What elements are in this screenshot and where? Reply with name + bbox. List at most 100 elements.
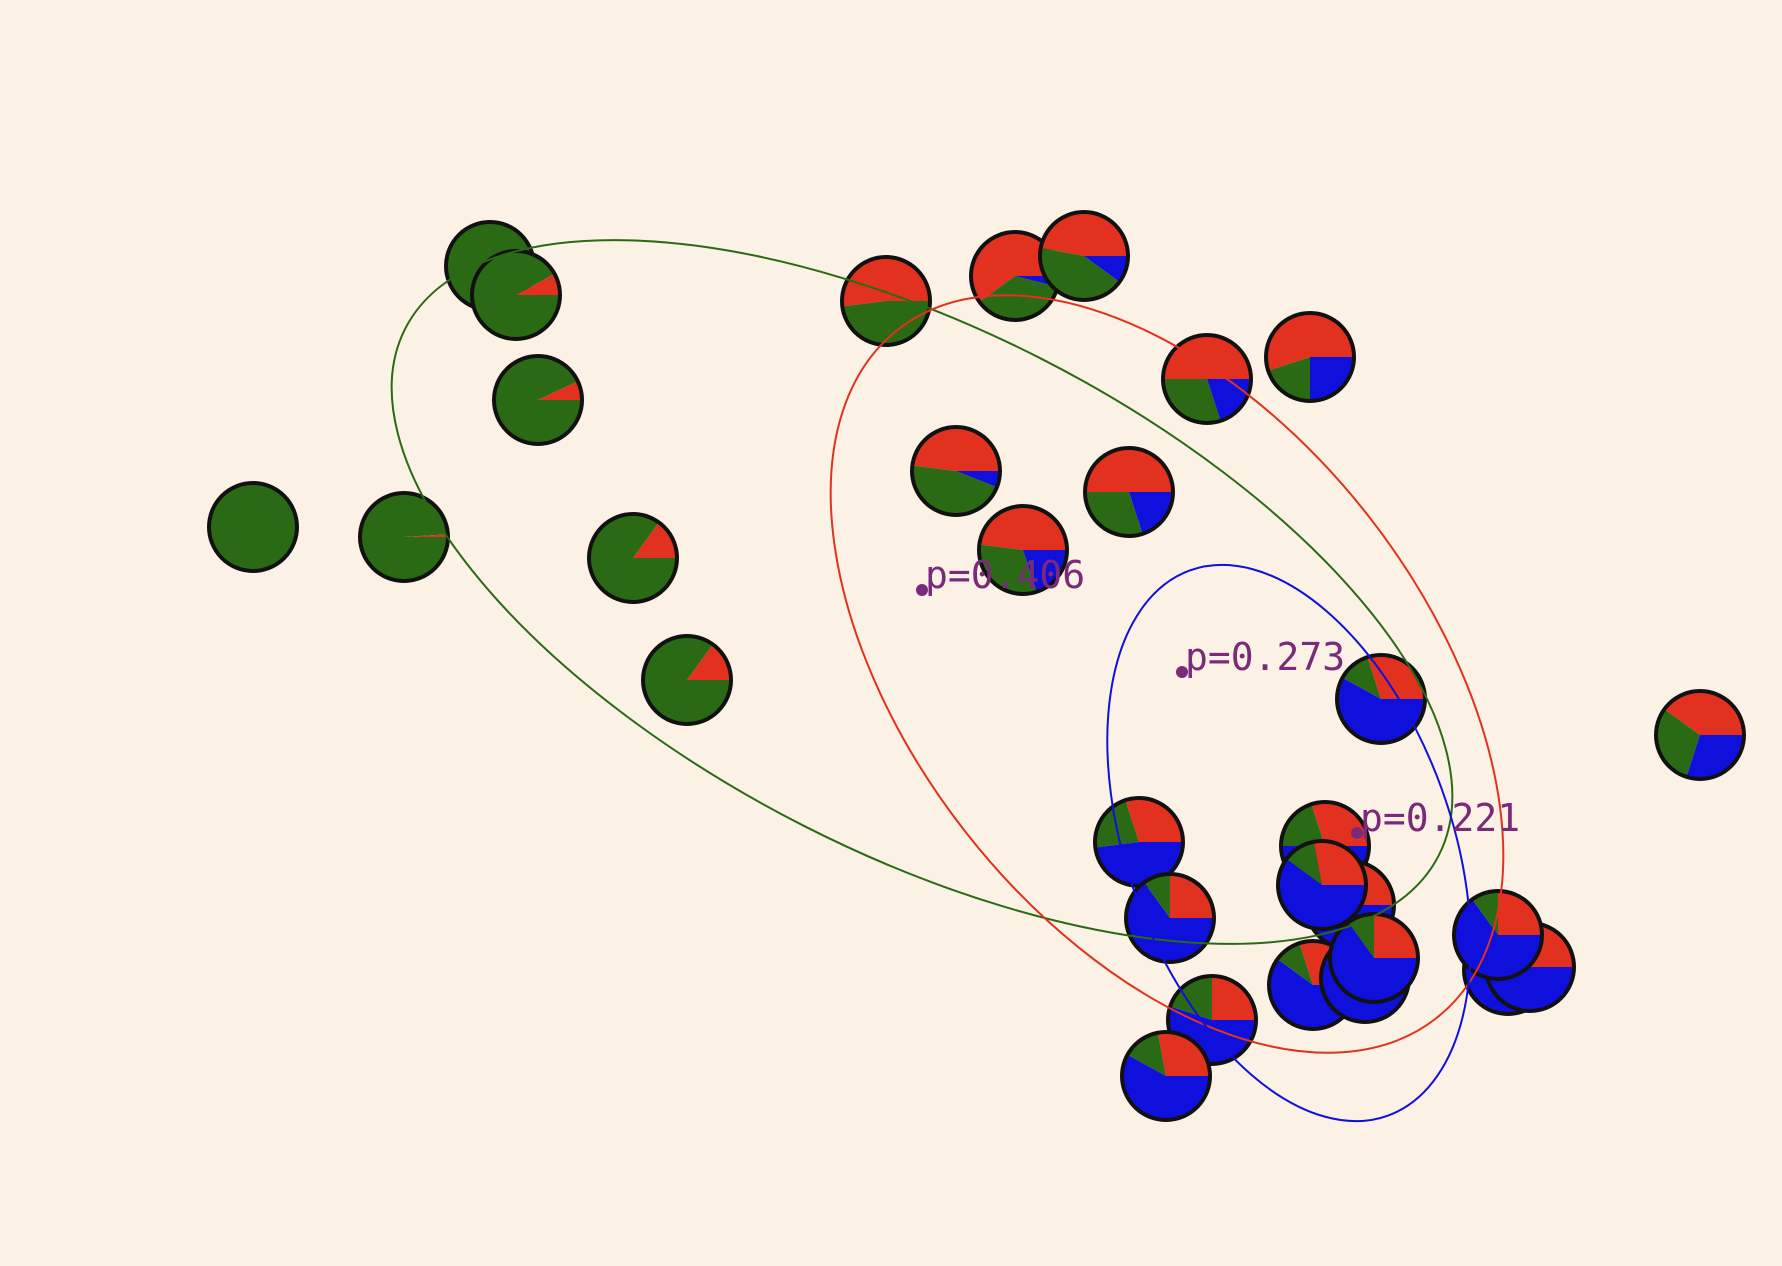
pie-point bbox=[358, 491, 450, 583]
pie-slice-green bbox=[1163, 379, 1221, 423]
pie-slice-green bbox=[842, 301, 930, 346]
pie-point bbox=[840, 255, 932, 347]
pie-slice-green bbox=[360, 492, 448, 581]
pie-slice-red bbox=[1125, 797, 1183, 842]
pie-outline bbox=[1335, 653, 1427, 745]
pie-slice-red bbox=[1664, 690, 1744, 735]
pie-slice-blue bbox=[1023, 550, 1067, 592]
pie-point bbox=[910, 425, 1002, 517]
pie-slice-red bbox=[1212, 976, 1256, 1020]
pie-slice-red bbox=[1374, 914, 1418, 958]
pie-slice-green bbox=[1170, 976, 1212, 1020]
pie-slice-red bbox=[1163, 335, 1251, 379]
pie-slice-blue bbox=[1330, 922, 1418, 1003]
pie-point bbox=[1276, 839, 1368, 931]
pie-point bbox=[969, 230, 1061, 322]
pie-slice-green bbox=[1277, 943, 1313, 985]
pie-slice-red bbox=[842, 257, 930, 307]
pie-outline bbox=[977, 504, 1069, 596]
cluster-ellipse-blue bbox=[1106, 563, 1472, 1123]
pie-slice-blue bbox=[1454, 899, 1542, 980]
pie-outline bbox=[1276, 839, 1368, 931]
pie-point bbox=[1038, 210, 1130, 302]
pie-slice-blue bbox=[1310, 357, 1354, 401]
pie-slice-green bbox=[1094, 800, 1139, 848]
cluster-labels: p=0.406 p=0.273 p=0.221 bbox=[916, 553, 1520, 840]
cluster-ellipse-green bbox=[390, 239, 1454, 945]
pie-slice-green bbox=[643, 636, 731, 724]
pie-outline bbox=[840, 255, 932, 347]
pie-slice-blue bbox=[1122, 1054, 1210, 1120]
pie-slice-green bbox=[209, 483, 297, 571]
pie-slice-blue bbox=[1278, 859, 1366, 929]
pie-slice-red bbox=[1040, 212, 1128, 256]
centroid-marker bbox=[916, 584, 928, 596]
pie-point bbox=[1264, 311, 1356, 403]
pie-point bbox=[1161, 333, 1253, 425]
pie-point bbox=[1124, 872, 1216, 964]
pie-slice-green bbox=[1286, 841, 1322, 885]
pie-slice-green bbox=[472, 251, 560, 340]
pie-point bbox=[641, 634, 733, 726]
pie-point bbox=[587, 512, 679, 604]
pie-slice-green bbox=[1281, 804, 1325, 846]
pie-outline bbox=[910, 425, 1002, 517]
pie-point bbox=[470, 249, 562, 341]
pie-point bbox=[977, 504, 1069, 596]
pie-slice-blue bbox=[1129, 492, 1173, 534]
pie-slice-green bbox=[1040, 247, 1120, 301]
pie-slice-green bbox=[1656, 709, 1700, 777]
pie-slice-red bbox=[1085, 448, 1173, 492]
pie-point bbox=[1093, 796, 1185, 888]
probability-label: p=0.221 bbox=[1360, 796, 1520, 840]
probability-label: p=0.273 bbox=[1185, 635, 1345, 679]
pie-outline bbox=[492, 354, 584, 446]
pie-slice-red bbox=[979, 505, 1067, 550]
pie-outline bbox=[1452, 889, 1544, 981]
cluster-ellipse-red bbox=[829, 294, 1505, 1054]
pie-point bbox=[1120, 1030, 1212, 1122]
pie-slice-red bbox=[971, 231, 1059, 302]
pie-slice-green bbox=[1268, 357, 1310, 401]
pie-outline bbox=[1264, 311, 1356, 403]
pie-slice-green bbox=[979, 276, 1058, 321]
pie-point bbox=[1654, 689, 1746, 781]
pie-slice-red bbox=[516, 273, 560, 295]
pie-slice-red bbox=[1498, 891, 1542, 935]
pie-slice-red bbox=[1313, 841, 1366, 885]
pie-outline bbox=[207, 481, 299, 573]
pie-outline bbox=[1120, 1030, 1212, 1122]
pie-slice-green bbox=[1472, 891, 1498, 935]
pie-slice-green bbox=[494, 355, 582, 444]
pie-slice-green bbox=[589, 513, 677, 602]
pie-slice-red bbox=[1170, 874, 1214, 918]
pie-outline bbox=[1654, 689, 1746, 781]
pie-point bbox=[1328, 912, 1420, 1004]
pie-slice-green bbox=[912, 465, 997, 515]
pie-slice-blue bbox=[1084, 256, 1129, 282]
pie-slice-green bbox=[1144, 874, 1170, 918]
pie-slice-blue bbox=[1686, 735, 1745, 780]
pie-slice-green bbox=[1085, 492, 1143, 536]
pie-outline bbox=[1083, 446, 1175, 538]
pie-outline bbox=[1124, 872, 1216, 964]
pie-outline bbox=[1161, 333, 1253, 425]
pie-point bbox=[1452, 889, 1544, 981]
pie-slice-red bbox=[1157, 1032, 1210, 1076]
pie-slice-red bbox=[1266, 312, 1354, 371]
pie-outline bbox=[1328, 912, 1420, 1004]
centroid-marker bbox=[1176, 666, 1188, 678]
centroid-marker bbox=[1351, 827, 1363, 839]
pie-point bbox=[207, 481, 299, 573]
pie-slice-blue bbox=[956, 471, 1001, 488]
points-layer bbox=[207, 210, 1746, 1122]
pie-outline bbox=[1166, 974, 1258, 1066]
cluster-ellipses bbox=[390, 239, 1505, 1123]
probability-label: p=0.406 bbox=[925, 553, 1085, 597]
pie-slice-red bbox=[404, 534, 448, 537]
pie-point bbox=[1083, 446, 1175, 538]
pie-slice-red bbox=[912, 426, 1001, 471]
pie-outline bbox=[587, 512, 679, 604]
